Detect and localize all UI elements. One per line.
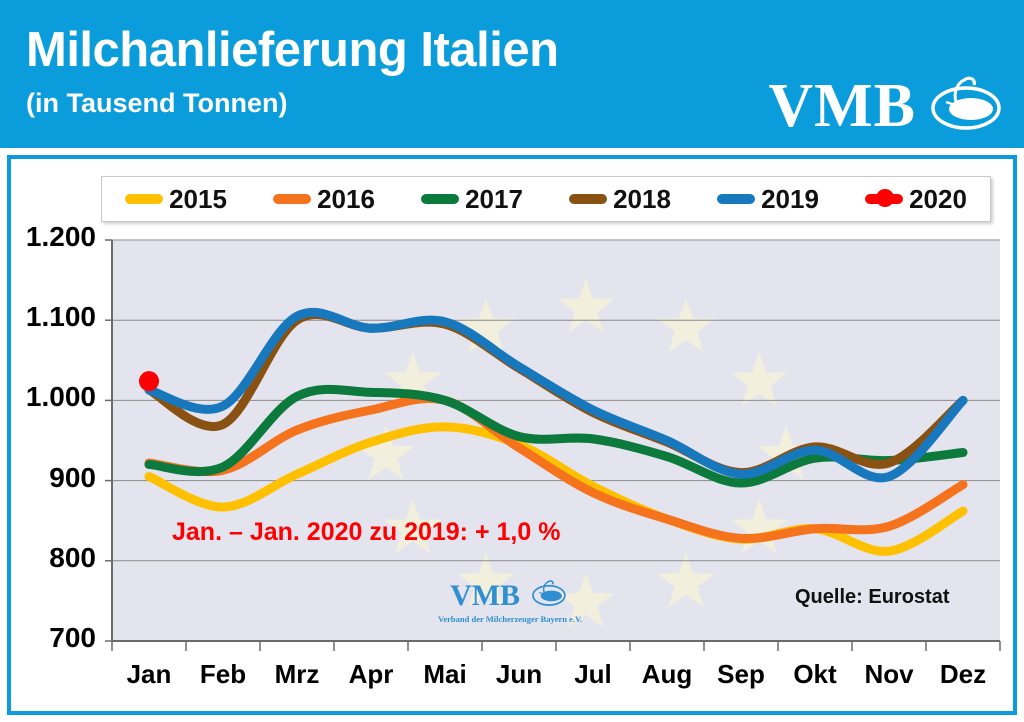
legend-label-2017: 2017 xyxy=(465,183,523,214)
legend-swatch-2015 xyxy=(125,194,164,204)
header-banner: Milchanlieferung Italien (in Tausend Ton… xyxy=(0,0,1024,148)
legend-label-2018: 2018 xyxy=(613,183,671,214)
series-line-2017 xyxy=(144,384,968,488)
series-line-2016 xyxy=(144,393,968,544)
legend-item-2019[interactable]: 2019 xyxy=(717,184,819,215)
legend-item-2015[interactable]: 2015 xyxy=(125,184,227,215)
watermark-text: VMB xyxy=(450,578,521,612)
legend-item-2018[interactable]: 2018 xyxy=(569,184,671,215)
legend-item-2017[interactable]: 2017 xyxy=(421,184,523,215)
legend-label-2016: 2016 xyxy=(317,183,375,214)
header-logo: VMB xyxy=(768,72,1002,139)
legend-swatch-2017 xyxy=(421,194,460,204)
legend-swatch-2016 xyxy=(273,194,312,204)
series-marker-2020 xyxy=(139,371,159,392)
chart-legend: 2015 2016 2017 2018 2019 2020 xyxy=(101,176,991,222)
chart-annotation: Jan. – Jan. 2020 zu 2019: + 1,0 % xyxy=(172,518,561,546)
legend-swatch-2018 xyxy=(569,194,608,204)
vmb-swirl-icon xyxy=(922,72,1002,139)
watermark-subtitle: Verband der Milcherzeuger Bayern e.V. xyxy=(438,614,583,624)
legend-label-2019: 2019 xyxy=(761,183,819,214)
legend-swatch-2019 xyxy=(717,194,756,204)
page-subtitle: (in Tausend Tonnen) xyxy=(26,88,288,118)
series-line-2019 xyxy=(144,307,968,483)
page-title: Milchanlieferung Italien xyxy=(26,23,559,77)
chart-source-note: Quelle: Eurostat xyxy=(795,586,950,608)
legend-label-2020: 2020 xyxy=(909,183,967,214)
legend-item-2016[interactable]: 2016 xyxy=(273,184,375,215)
header-logo-text: VMB xyxy=(768,71,916,140)
legend-item-2020[interactable]: 2020 xyxy=(865,184,967,215)
legend-label-2015: 2015 xyxy=(169,183,227,214)
chart-watermark: VMB Verband der Milcherzeuger Bayern e.V… xyxy=(438,578,582,624)
vmb-swirl-icon xyxy=(524,578,570,613)
legend-swatch-2020 xyxy=(865,189,904,207)
